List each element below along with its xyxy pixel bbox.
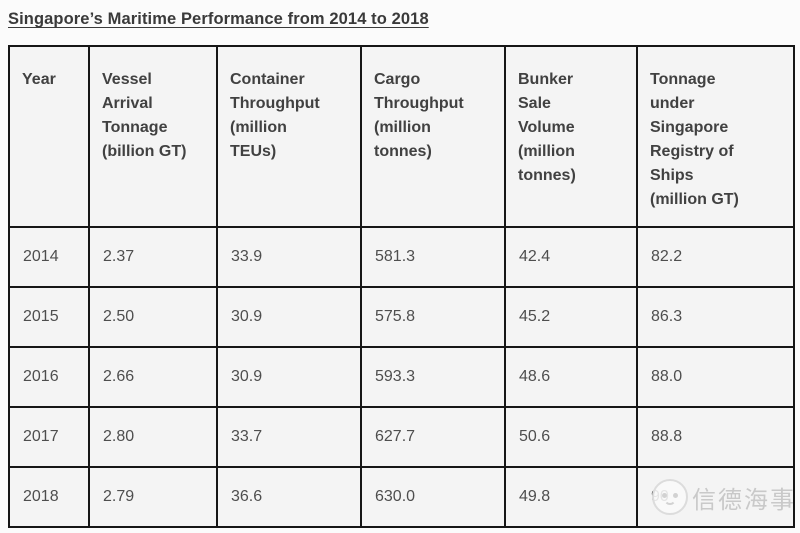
value-cell: 48.6 [504,346,638,408]
value-cell: 90 [636,466,795,528]
table-header-row: Year Vessel Arrival Tonnage (billion GT)… [8,45,795,228]
value-cell: 2.37 [88,226,218,288]
value-cell: 36.6 [216,466,362,528]
year-cell: 2017 [8,406,90,468]
value-cell: 593.3 [360,346,506,408]
table-row-2014: 2014 2.37 33.9 581.3 42.4 82.2 [8,226,795,288]
value-cell: 2.79 [88,466,218,528]
column-header-registry-tonnage: Tonnage under Singapore Registry of Ship… [636,45,795,228]
value-cell: 2.80 [88,406,218,468]
table-row-2018: 2018 2.79 36.6 630.0 49.8 90 [8,466,795,528]
value-cell: 42.4 [504,226,638,288]
value-cell: 82.2 [636,226,795,288]
column-header-bunker-sale-volume: Bunker Sale Volume (million tonnes) [504,45,638,228]
value-cell: 30.9 [216,346,362,408]
column-header-cargo-throughput: Cargo Throughput (million tonnes) [360,45,506,228]
column-header-year: Year [8,45,90,228]
column-header-vessel-arrival-tonnage: Vessel Arrival Tonnage (billion GT) [88,45,218,228]
year-cell: 2016 [8,346,90,408]
value-cell: 88.8 [636,406,795,468]
page-title: Singapore’s Maritime Performance from 20… [8,10,429,28]
table-row-2015: 2015 2.50 30.9 575.8 45.2 86.3 [8,286,795,348]
value-cell: 575.8 [360,286,506,348]
value-cell: 581.3 [360,226,506,288]
value-cell: 2.66 [88,346,218,408]
value-cell: 50.6 [504,406,638,468]
table-row-2016: 2016 2.66 30.9 593.3 48.6 88.0 [8,346,795,408]
year-cell: 2015 [8,286,90,348]
column-header-container-throughput: Container Throughput (million TEUs) [216,45,362,228]
year-cell: 2018 [8,466,90,528]
value-cell: 33.7 [216,406,362,468]
value-cell: 88.0 [636,346,795,408]
value-cell: 86.3 [636,286,795,348]
table-row-2017: 2017 2.80 33.7 627.7 50.6 88.8 [8,406,795,468]
year-cell: 2014 [8,226,90,288]
maritime-performance-table: Year Vessel Arrival Tonnage (billion GT)… [8,45,795,528]
value-cell: 627.7 [360,406,506,468]
value-cell: 630.0 [360,466,506,528]
value-cell: 2.50 [88,286,218,348]
value-cell: 33.9 [216,226,362,288]
value-cell: 45.2 [504,286,638,348]
value-cell: 30.9 [216,286,362,348]
value-cell: 49.8 [504,466,638,528]
